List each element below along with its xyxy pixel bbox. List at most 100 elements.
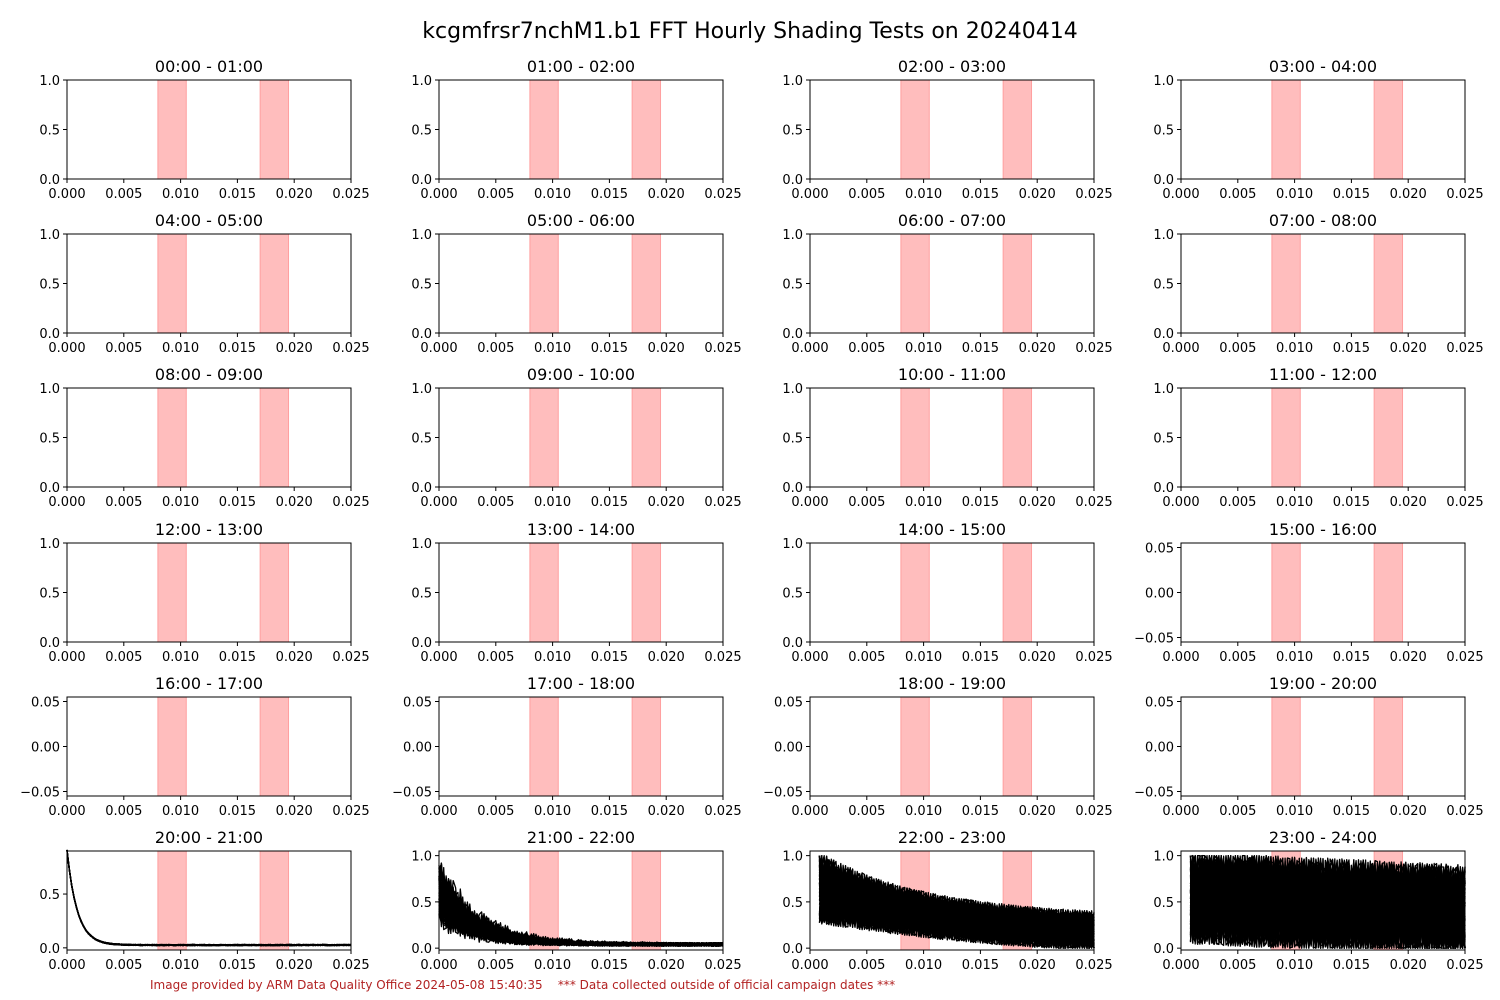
x-tick-label: 0.015 (962, 495, 999, 510)
x-tick-label: 0.005 (848, 804, 885, 819)
x-tick-label: 0.020 (1019, 650, 1056, 665)
panel-5: 05:00 - 06:00 0.000 0.005 0.010 0.015 0.020 0.… (411, 211, 741, 356)
x-tick-label: 0.025 (704, 341, 741, 356)
panel-title: 17:00 - 18:00 (527, 674, 635, 693)
panel-9: 09:00 - 10:00 0.000 0.005 0.010 0.015 0.020 0.… (411, 365, 741, 510)
panel-title: 11:00 - 12:00 (1269, 365, 1377, 384)
panel-title: 02:00 - 03:00 (898, 57, 1006, 76)
y-tick-label: 1.0 (39, 382, 60, 397)
y-tick-label: 1.0 (1153, 382, 1174, 397)
panel-7: 07:00 - 08:00 0.000 0.005 0.010 0.015 0.020 0.… (1153, 211, 1483, 356)
x-tick-label: 0.000 (791, 804, 828, 819)
panel-15: 15:00 - 16:00 0.000 0.005 0.010 0.015 0.020 0.… (1134, 520, 1483, 665)
x-tick-label: 0.000 (48, 958, 85, 973)
x-tick-label: 0.000 (791, 958, 828, 973)
x-tick-label: 0.015 (591, 650, 628, 665)
figure-title: kcgmfrsr7nchM1.b1 FFT Hourly Shading Tes… (422, 19, 1077, 44)
x-tick-label: 0.015 (219, 650, 256, 665)
shaded-band-0 (1271, 542, 1301, 643)
y-tick-label: 1.0 (782, 74, 803, 89)
shaded-band-1 (631, 79, 662, 180)
x-tick-label: 0.025 (332, 958, 369, 973)
x-tick-label: 0.005 (848, 958, 885, 973)
x-tick-label: 0.025 (1075, 187, 1112, 202)
x-tick-label: 0.010 (1276, 958, 1313, 973)
x-tick-label: 0.010 (162, 650, 199, 665)
y-tick-label: 0.5 (411, 124, 432, 139)
shaded-band-1 (631, 850, 662, 951)
x-tick-label: 0.020 (1019, 958, 1056, 973)
x-tick-label: 0.000 (791, 187, 828, 202)
y-tick-label: 0.0 (411, 327, 432, 342)
y-tick-label: 0.0 (1153, 942, 1174, 957)
x-tick-label: 0.015 (962, 341, 999, 356)
y-tick-label: 0.5 (1153, 278, 1174, 293)
x-tick-label: 0.010 (162, 187, 199, 202)
axes-frame (809, 79, 1095, 180)
x-tick-label: 0.025 (704, 804, 741, 819)
x-tick-label: 0.020 (1390, 495, 1427, 510)
x-tick-label: 0.005 (1219, 804, 1256, 819)
x-tick-label: 0.025 (704, 958, 741, 973)
x-tick-label: 0.000 (791, 495, 828, 510)
x-tick-label: 0.025 (704, 495, 741, 510)
signal-traces (1189, 854, 1466, 949)
x-tick-label: 0.025 (1446, 341, 1483, 356)
shaded-band-1 (1002, 696, 1033, 797)
signal-trace (66, 850, 351, 947)
y-tick-label: 0.00 (774, 741, 803, 756)
x-tick-label: 0.020 (1390, 650, 1427, 665)
axes-frame (438, 387, 724, 488)
x-tick-label: 0.000 (48, 650, 85, 665)
panel-title: 06:00 - 07:00 (898, 211, 1006, 230)
y-tick-label: 1.0 (411, 228, 432, 243)
x-tick-label: 0.025 (704, 187, 741, 202)
x-tick-label: 0.005 (1219, 341, 1256, 356)
panel-title: 20:00 - 21:00 (155, 828, 263, 847)
panel-14: 14:00 - 15:00 0.000 0.005 0.010 0.015 0.020 0.… (782, 520, 1112, 665)
shaded-band-1 (631, 542, 662, 643)
x-tick-label: 0.000 (791, 650, 828, 665)
x-tick-label: 0.015 (591, 495, 628, 510)
x-tick-label: 0.010 (1276, 187, 1313, 202)
x-tick-label: 0.005 (477, 495, 514, 510)
signal-trace (66, 850, 352, 947)
x-tick-label: 0.025 (332, 650, 369, 665)
x-tick-label: 0.010 (162, 341, 199, 356)
shaded-band-0 (900, 542, 930, 643)
panel-title: 22:00 - 23:00 (898, 828, 1006, 847)
x-tick-label: 0.005 (1219, 958, 1256, 973)
y-tick-label: 0.0 (1153, 173, 1174, 188)
x-tick-label: 0.005 (105, 804, 142, 819)
panel-23: 23:00 - 24:00 0.000 0.005 0.010 0.015 0.020 0.… (1153, 828, 1483, 973)
y-tick-label: 0.0 (782, 173, 803, 188)
y-tick-label: 1.0 (39, 228, 60, 243)
x-tick-label: 0.005 (477, 958, 514, 973)
x-tick-label: 0.000 (420, 650, 457, 665)
panel-title: 13:00 - 14:00 (527, 520, 635, 539)
y-tick-label: 0.0 (1153, 481, 1174, 496)
y-tick-label: 0.5 (782, 587, 803, 602)
y-tick-label: 1.0 (782, 228, 803, 243)
y-tick-label: 0.00 (403, 741, 432, 756)
panel-1: 01:00 - 02:00 0.000 0.005 0.010 0.015 0.020 0.… (411, 57, 741, 202)
x-tick-label: 0.025 (1075, 341, 1112, 356)
y-tick-label: −0.05 (20, 786, 60, 801)
x-tick-label: 0.020 (648, 495, 685, 510)
y-tick-label: 0.5 (39, 432, 60, 447)
axes-frame (1180, 696, 1466, 797)
x-tick-label: 0.025 (1446, 187, 1483, 202)
shaded-band-0 (1271, 387, 1301, 488)
y-tick-label: 0.5 (782, 278, 803, 293)
shaded-band-1 (259, 696, 290, 797)
x-tick-label: 0.020 (276, 187, 313, 202)
panel-20: 20:00 - 21:00 0.000 0.005 0.010 0.015 0.020 0.… (39, 828, 369, 973)
x-tick-label: 0.005 (848, 650, 885, 665)
x-tick-label: 0.010 (905, 804, 942, 819)
y-tick-label: −0.05 (392, 786, 432, 801)
footer-provider-text: Image provided by ARM Data Quality Offic… (150, 978, 543, 992)
x-tick-label: 0.020 (276, 495, 313, 510)
x-tick-label: 0.005 (1219, 495, 1256, 510)
y-tick-label: 0.05 (1145, 542, 1174, 557)
panel-title: 18:00 - 19:00 (898, 674, 1006, 693)
